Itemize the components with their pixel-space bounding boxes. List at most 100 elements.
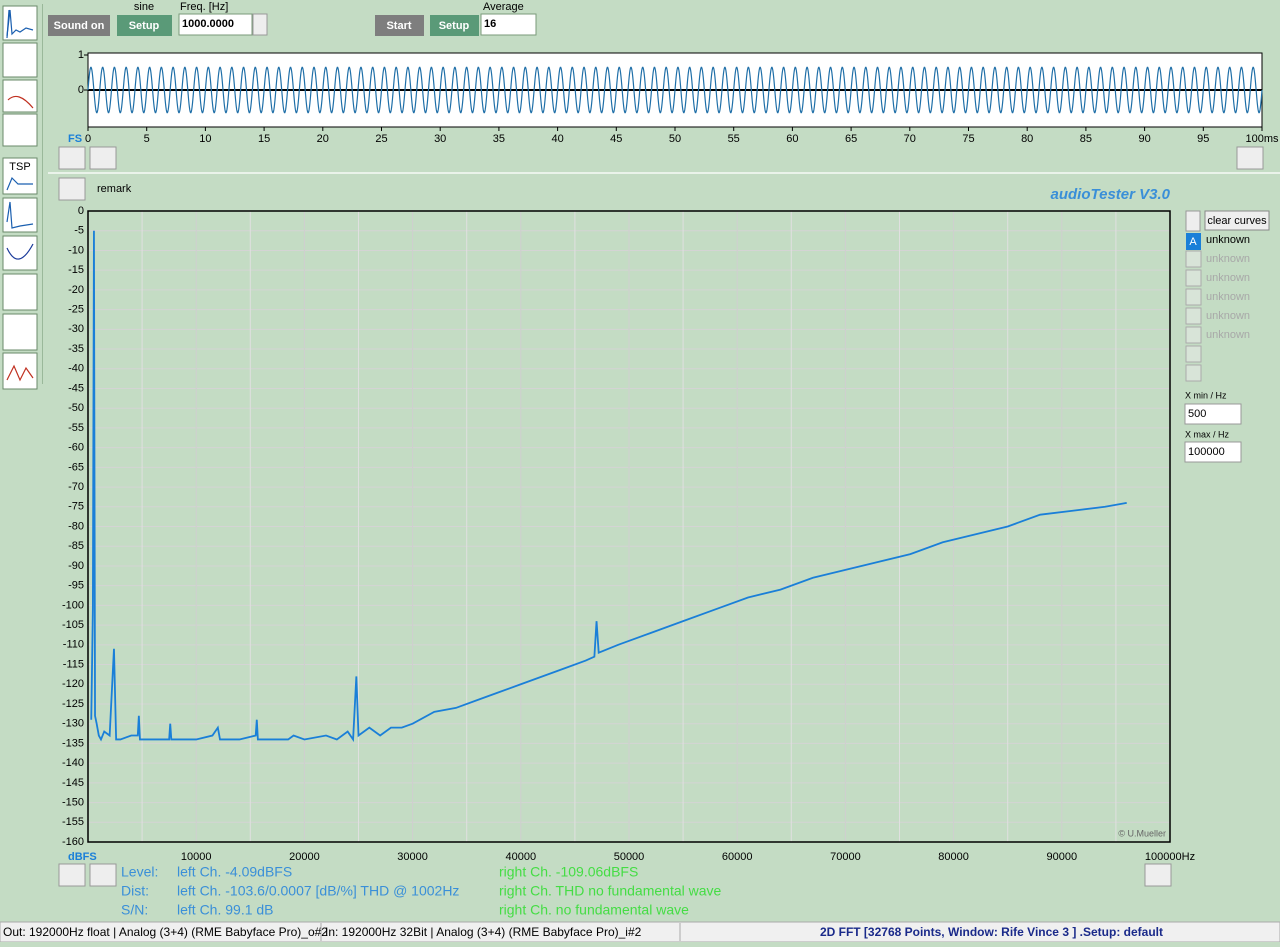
xmax-label: X max / Hz (1185, 429, 1230, 439)
sound-button-text: Sound on (54, 20, 105, 32)
wave-x-tick-label: 65 (845, 133, 857, 145)
result-left: left Ch. -103.6/0.0007 [dB/%] THD @ 1002… (177, 883, 459, 899)
setup-out-text: Setup (129, 20, 160, 32)
xmin-input[interactable] (1184, 403, 1242, 425)
wave-x-tick-label: 90 (1138, 133, 1150, 145)
result-scroll-right[interactable] (1144, 863, 1172, 887)
result-spinner[interactable] (58, 863, 86, 887)
result-left: left Ch. -4.09dBFS (177, 864, 292, 880)
tool-7[interactable] (2, 235, 38, 271)
freq-spinner[interactable] (252, 13, 268, 36)
wave-x-tick-label: 45 (610, 133, 622, 145)
y-tick-label: -70 (68, 481, 84, 493)
xmax-input[interactable] (1184, 441, 1242, 463)
xmax-value: 100000 (1188, 446, 1225, 458)
x-tick-label: 100000Hz (1145, 851, 1195, 863)
average-label: Average (483, 1, 524, 13)
result-right: right Ch. THD no fundamental wave (499, 883, 722, 899)
x-tick-label: 30000 (397, 851, 428, 863)
wave-x-tick-label: 10 (199, 133, 211, 145)
freq-input[interactable] (178, 13, 253, 36)
x-tick-label: 70000 (830, 851, 861, 863)
wave-x-tick-label: 50 (669, 133, 681, 145)
waveform-line (87, 66, 1263, 114)
tool-10[interactable] (2, 352, 38, 390)
xmin-label: X min / Hz (1185, 390, 1227, 400)
credit: © U.Mueller (1118, 828, 1166, 838)
curve-checkbox[interactable] (1185, 307, 1202, 325)
side-toolbar (2, 5, 38, 390)
curve-name: unknown (1206, 329, 1250, 341)
tool-8[interactable] (2, 273, 38, 311)
curve-list: unknown unknown unknown unknown unknown unkno… (1185, 234, 1250, 382)
wave-x-tick-label: 70 (904, 133, 916, 145)
x-tick-label: 40000 (506, 851, 537, 863)
wave-scroll[interactable] (89, 146, 117, 170)
result-left: left Ch. 99.1 dB (177, 902, 274, 918)
curve-checkbox[interactable] (1185, 269, 1202, 287)
wave-x-tick-label: 5 (144, 133, 150, 145)
result-label: Level: (121, 864, 158, 880)
curve-scroll[interactable] (1185, 210, 1201, 232)
result-label: Dist: (121, 883, 149, 899)
wave-x-tick-label: 75 (962, 133, 974, 145)
active-curve-letter: A (1189, 236, 1197, 248)
curve-name: unknown (1206, 234, 1250, 246)
tool-4[interactable] (2, 113, 38, 147)
y-tick-label: -95 (68, 580, 84, 592)
spectrum-spinner[interactable] (58, 177, 86, 201)
start-text: Start (386, 20, 411, 32)
wave-x-tick-label: 15 (258, 133, 270, 145)
result-scroll[interactable] (89, 863, 117, 887)
sound-button[interactable] (48, 15, 110, 36)
clear-curves-text: clear curves (1207, 215, 1267, 227)
setup-in-button[interactable] (430, 15, 479, 36)
xmin-value: 500 (1188, 408, 1206, 420)
status-input: In: 192000Hz 32Bit | Analog (3+4) (RME B… (325, 925, 642, 939)
spectrum-line (90, 230, 1127, 743)
wave-x-tick-label: 40 (551, 133, 563, 145)
wave-spinner[interactable] (58, 146, 86, 170)
tool-glyphs (6, 9, 34, 382)
curve-checkbox[interactable] (1185, 364, 1202, 382)
curve-checkbox[interactable] (1185, 326, 1202, 344)
y-tick-label: -40 (68, 363, 84, 375)
y-tick-label: -20 (68, 284, 84, 296)
y-tick-label: -145 (62, 777, 84, 789)
y-tick-label: -60 (68, 442, 84, 454)
x-tick-label: 90000 (1047, 851, 1078, 863)
average-input[interactable] (480, 13, 537, 36)
y-tick-label: -135 (62, 737, 84, 749)
setup-out-button[interactable] (117, 15, 172, 36)
signal-type: sine (134, 1, 154, 13)
y-tick-label: -120 (62, 678, 84, 690)
brand: audioTester V3.0 (1051, 186, 1171, 203)
y-tick-label: -100 (62, 599, 84, 611)
tool-tsp[interactable] (2, 157, 38, 195)
active-curve-box[interactable] (1186, 233, 1201, 250)
divider (42, 4, 43, 384)
wave-scroll-right[interactable] (1236, 146, 1264, 170)
result-label: S/N: (121, 902, 148, 918)
curve-name: unknown (1206, 310, 1250, 322)
tool-9[interactable] (2, 313, 38, 351)
clear-curves-button[interactable] (1204, 210, 1270, 231)
freq-value: 1000.0000 (182, 18, 234, 30)
start-button[interactable] (375, 15, 424, 36)
tool-2[interactable] (2, 42, 38, 78)
y-tick-label: -90 (68, 560, 84, 572)
curve-checkbox[interactable] (1185, 345, 1202, 363)
curve-checkbox[interactable] (1185, 250, 1202, 268)
y-tick-label: -30 (68, 323, 84, 335)
y-tick-label: -50 (68, 402, 84, 414)
y-tick-label: -85 (68, 540, 84, 552)
tsp-icon-text: TSP (9, 161, 30, 173)
y-tick-label: -25 (68, 304, 84, 316)
curve-checkbox[interactable] (1185, 288, 1202, 306)
setup-in-text: Setup (439, 20, 470, 32)
x-tick-label: 10000 (181, 851, 212, 863)
result-right: right Ch. no fundamental wave (499, 902, 689, 918)
y-tick-label: -115 (63, 658, 84, 670)
y-tick-label: -5 (74, 225, 84, 237)
wave-x-tick-label: 0 (85, 133, 91, 145)
